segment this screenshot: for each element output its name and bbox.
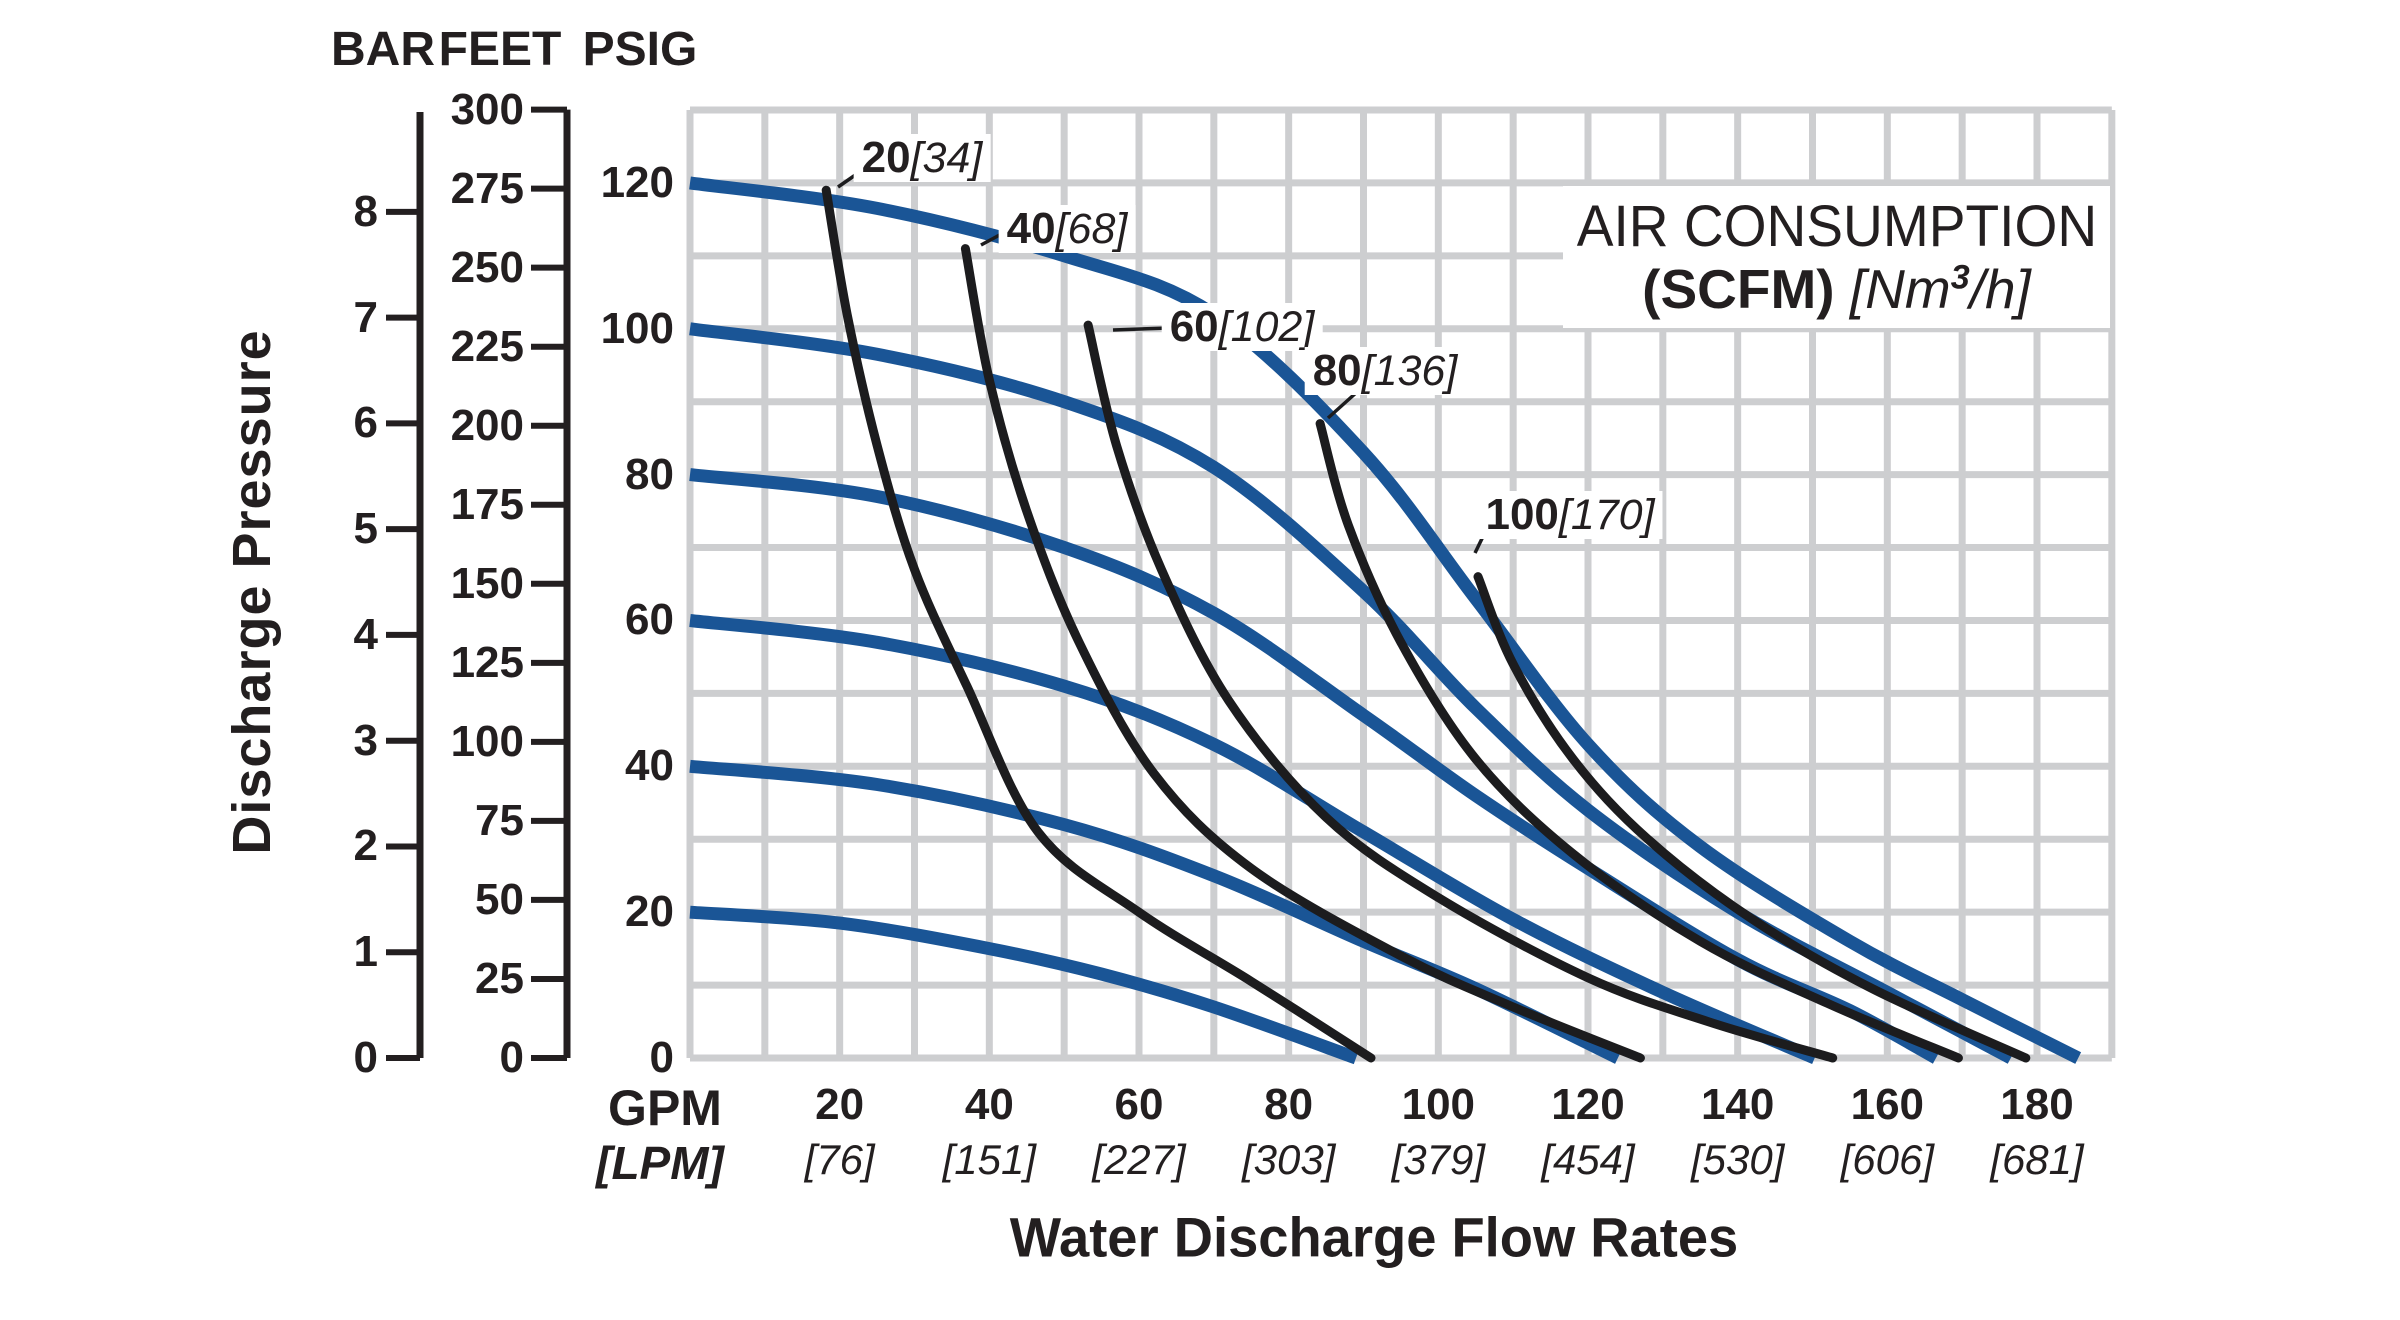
gpm-unit-label: GPM [608, 1080, 722, 1136]
psig-tick-label: 120 [600, 157, 674, 207]
pump-curve [689, 614, 1818, 1064]
air-curve [1473, 572, 2031, 1063]
x-tick-label: 100 [379] [1392, 1083, 1485, 1181]
x-tick-lpm: [303] [1241, 1136, 1336, 1183]
feet-tick-label: 250 [450, 242, 524, 292]
x-tick-lpm: [681] [1990, 1136, 2084, 1183]
air-curve [1315, 419, 1963, 1063]
x-tick-lpm: [606] [1840, 1136, 1935, 1183]
bar-tick-label: 3 [353, 715, 378, 765]
feet-tick-label: 150 [450, 558, 524, 608]
x-tick-lpm: [76] [804, 1136, 875, 1183]
air-curve-nm3h: [34] [910, 134, 983, 182]
air-curve [821, 185, 1376, 1063]
air-consumption-legend: AIR CONSUMPTION (SCFM) [Nm3/h] [1563, 186, 2110, 328]
x-tick-gpm: 120 [1551, 1080, 1625, 1129]
air-curve-scfm: 20 [861, 133, 911, 182]
bar-tick-label: 2 [353, 821, 378, 871]
feet-tick-label: 125 [450, 637, 524, 687]
legend-nm-post: /h] [1969, 257, 2031, 320]
feet-tick-label: 175 [450, 479, 524, 529]
legend-nm-sup: 3 [1950, 258, 1970, 297]
x-tick-gpm: 160 [1850, 1080, 1925, 1129]
bar-tick-label: 8 [353, 186, 378, 236]
legend-scfm: (SCFM) [1642, 257, 1835, 320]
x-tick-lpm: [530] [1690, 1136, 1785, 1183]
x-tick-gpm: 80 [1264, 1080, 1314, 1129]
air-curve-nm3h: [170] [1558, 491, 1655, 539]
psig-tick-label: 80 [625, 449, 674, 499]
feet-tick-label: 225 [450, 321, 524, 371]
feet-tick-label: 50 [475, 874, 524, 924]
x-tick-gpm: 20 [815, 1080, 865, 1129]
psig-tick-label: 0 [649, 1033, 674, 1082]
bar-tick-label: 7 [353, 292, 378, 342]
air-curve-nm3h: [102] [1218, 303, 1315, 351]
x-tick-label: 80 [303] [1242, 1083, 1335, 1181]
air-curve-nm3h: [68] [1055, 205, 1128, 253]
feet-tick-label: 300 [450, 84, 524, 134]
psig-tick-label: 40 [625, 741, 674, 791]
air-curve-scfm: 80 [1312, 346, 1362, 395]
x-axis-title: Water Discharge Flow Rates [1009, 1205, 1739, 1269]
bar-tick-label: 5 [353, 504, 378, 554]
air-curve-label: 100[170] [1477, 490, 1663, 539]
air-curve-label: 80[136] [1304, 346, 1466, 395]
air-curve-label: 40[68] [998, 204, 1136, 253]
bar-scale-header: BAR [331, 23, 435, 76]
feet-tick-label: 25 [475, 953, 524, 1003]
pump-curve [689, 905, 1359, 1065]
feet-tick-label: 75 [475, 795, 524, 845]
air-curve-nm3h: [136] [1361, 347, 1458, 395]
x-tick-lpm: [227] [1092, 1136, 1186, 1183]
x-tick-label: 60 [227] [1092, 1083, 1185, 1181]
feet-tick-label: 275 [450, 163, 524, 213]
x-tick-lpm: [379] [1391, 1136, 1486, 1183]
x-tick-label: 40 [151] [943, 1083, 1036, 1181]
pressure-scale-bars [386, 106, 571, 1061]
x-tick-label: 140 [530] [1691, 1083, 1784, 1181]
lpm-unit-label: [LPM] [596, 1137, 724, 1189]
legend-title-line1: AIR CONSUMPTION [1576, 193, 2097, 259]
air-curve-scfm: 100 [1485, 490, 1559, 539]
plot-grid [686, 106, 2116, 1062]
psig-tick-label: 60 [625, 595, 674, 645]
x-tick-label: 180 [681] [1990, 1083, 2083, 1181]
bar-tick-label: 0 [353, 1033, 378, 1082]
feet-tick-label: 0 [499, 1033, 524, 1082]
psig-scale-header: PSIG [582, 23, 698, 76]
x-tick-gpm: 60 [1114, 1080, 1164, 1129]
x-tick-gpm: 140 [1700, 1080, 1775, 1129]
legend-title-line2: (SCFM) [Nm3/h] [1642, 260, 2031, 317]
x-tick-gpm: 100 [1401, 1080, 1476, 1129]
feet-scale-header: FEET [438, 23, 562, 76]
x-tick-gpm: 180 [2000, 1080, 2074, 1129]
feet-tick-label: 100 [450, 716, 524, 766]
bar-tick-label: 4 [353, 609, 378, 659]
psig-tick-label: 20 [625, 887, 674, 937]
bar-tick-label: 6 [353, 398, 378, 448]
x-tick-lpm: [454] [1541, 1136, 1635, 1183]
air-curve-scfm: 60 [1169, 302, 1219, 351]
air-curve [1083, 320, 1838, 1063]
y-axis-title: Discharge Pressure [222, 329, 282, 855]
air-curve-label: 60[102] [1161, 302, 1323, 351]
air-curve-label: 20[34] [853, 133, 991, 182]
bar-tick-label: 1 [353, 927, 378, 977]
air-curve [960, 244, 1645, 1063]
legend-nm-pre: [Nm [1849, 257, 1951, 320]
air-curve-scfm: 40 [1006, 204, 1056, 253]
psig-tick-label: 100 [600, 303, 674, 353]
x-tick-lpm: [151] [942, 1136, 1037, 1183]
air-consumption-curves [821, 185, 2031, 1063]
x-tick-label: 20 [76] [805, 1083, 875, 1181]
x-tick-label: 120 [454] [1541, 1083, 1634, 1181]
x-tick-gpm: 40 [964, 1080, 1014, 1129]
feet-tick-label: 200 [450, 400, 524, 450]
x-tick-label: 160 [606] [1841, 1083, 1934, 1181]
